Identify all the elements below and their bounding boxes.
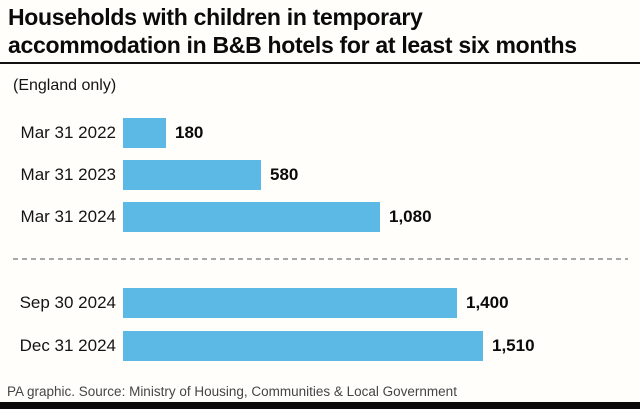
chart-row: Dec 31 2024 1,510: [0, 331, 640, 361]
bar: [123, 118, 166, 148]
chart-title-line2: accommodation in B&B hotels for at least…: [8, 32, 577, 58]
footer-black-bar: [0, 402, 640, 409]
bar-category-label: Mar 31 2023: [20, 165, 116, 184]
bar: [123, 288, 457, 318]
bar-value-label: 580: [270, 165, 299, 184]
chart-subtitle: (England only): [13, 77, 117, 94]
bar-category-label: Sep 30 2024: [19, 293, 116, 312]
source-credit: PA graphic. Source: Ministry of Housing,…: [7, 384, 457, 399]
bar-category-label: Dec 31 2024: [19, 336, 116, 355]
bar-value-label: 1,080: [389, 207, 432, 226]
bar-category-label: Mar 31 2024: [20, 207, 116, 226]
dashed-section-divider: [13, 258, 628, 260]
bar: [123, 331, 483, 361]
chart-row: Sep 30 2024 1,400: [0, 288, 640, 318]
chart-row: Mar 31 2022 180: [0, 118, 640, 148]
bar-value-label: 1,400: [466, 293, 509, 312]
chart-title-line1: Households with children in temporary: [8, 4, 423, 30]
bar: [123, 160, 261, 190]
bar-value-label: 180: [175, 123, 204, 142]
bar-value-label: 1,510: [492, 336, 535, 355]
title-divider-rule: [0, 62, 640, 64]
bar: [123, 202, 380, 232]
chart-row: Mar 31 2023 580: [0, 160, 640, 190]
chart-title: Households with children in temporary ac…: [8, 3, 640, 59]
bar-category-label: Mar 31 2022: [20, 123, 116, 142]
chart-row: Mar 31 2024 1,080: [0, 202, 640, 232]
